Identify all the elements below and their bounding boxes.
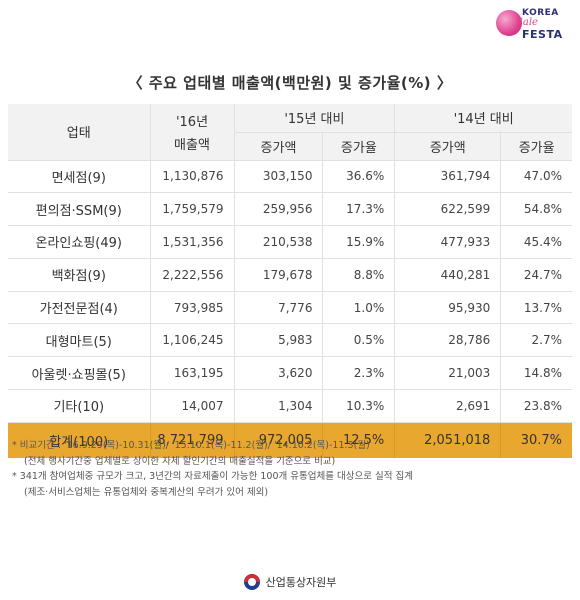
table-row: 편의점·SSM(9) 1,759,579 259,956 17.3% 622,5… — [8, 192, 572, 227]
row-rate14: 24.7% — [500, 258, 572, 292]
row-inc15: 210,538 — [234, 225, 324, 259]
row-name: 백화점(9) — [8, 258, 151, 292]
row-rate14: 2.7% — [500, 323, 572, 358]
total-inc15: 972,005 — [234, 422, 324, 459]
note-sample: * 341개 참여업체중 규모가 크고, 3년간의 자료제출이 가능한 100개… — [12, 471, 413, 482]
header-vs-2014: '14년 대비 — [394, 104, 572, 133]
logo-line1: KOREA — [522, 8, 559, 18]
row-inc15: 259,956 — [234, 192, 324, 227]
row-name: 면세점(9) — [8, 160, 151, 194]
row-rate15: 15.9% — [322, 225, 396, 259]
header-vs-2015: '15년 대비 — [234, 104, 396, 133]
government-emblem-icon — [243, 574, 260, 590]
row-inc14: 440,281 — [394, 258, 502, 292]
row-inc14: 2,691 — [394, 389, 502, 423]
note-comparison-period: * 비교기간 : '16.9.29(목)-10.31(월)/ '15.10.1(… — [12, 440, 370, 451]
row-sales16: 14,007 — [150, 389, 235, 423]
row-inc15: 5,983 — [234, 323, 324, 358]
header-sales-2016: '16년 매출액 — [150, 104, 235, 161]
row-sales16: 2,222,556 — [150, 258, 235, 292]
row-inc15: 1,304 — [234, 389, 324, 423]
table-row: 기타(10) 14,007 1,304 10.3% 2,691 23.8% — [8, 389, 572, 423]
row-inc15: 179,678 — [234, 258, 324, 292]
row-inc15: 7,776 — [234, 291, 324, 325]
total-inc14: 2,051,018 — [394, 422, 502, 459]
row-sales16: 1,106,245 — [150, 323, 235, 358]
header-inc-rate-15: 증가율 — [322, 132, 396, 161]
ministry-name: 산업통상자원부 — [265, 576, 337, 589]
row-rate14: 54.8% — [500, 192, 572, 227]
total-rate14: 30.7% — [500, 422, 572, 459]
row-inc14: 361,794 — [394, 160, 502, 194]
row-rate15: 0.5% — [322, 323, 396, 358]
header-inc-amount-15: 증가액 — [234, 132, 324, 161]
table-row: 아울렛·쇼핑몰(5) 163,195 3,620 2.3% 21,003 14.… — [8, 356, 572, 391]
row-rate15: 10.3% — [322, 389, 396, 423]
note-sample-detail: (제조·서비스업체는 유통업체와 중복계산의 우려가 있어 제외) — [24, 486, 269, 498]
row-inc14: 95,930 — [394, 291, 502, 325]
row-name: 기타(10) — [8, 389, 151, 423]
logo-line2: Sale — [516, 17, 538, 28]
row-rate15: 2.3% — [322, 356, 396, 391]
logo-circle-icon — [496, 10, 522, 36]
row-rate15: 8.8% — [322, 258, 396, 292]
table-row: 면세점(9) 1,130,876 303,150 36.6% 361,794 4… — [8, 160, 572, 194]
header-inc-rate-14: 증가율 — [500, 132, 572, 161]
row-inc14: 477,933 — [394, 225, 502, 259]
footer: 산업통상자원부 — [0, 574, 580, 590]
row-name: 아울렛·쇼핑몰(5) — [8, 356, 151, 391]
row-name: 온라인쇼핑(49) — [8, 225, 151, 259]
row-name: 가전전문점(4) — [8, 291, 151, 325]
header-y16-line1: '16년 — [175, 114, 209, 130]
table-title: 〈 주요 업태별 매출액(백만원) 및 증가율(%) 〉 — [127, 74, 453, 92]
row-rate15: 1.0% — [322, 291, 396, 325]
row-name: 편의점·SSM(9) — [8, 192, 151, 227]
row-name: 대형마트(5) — [8, 323, 151, 358]
row-rate14: 45.4% — [500, 225, 572, 259]
header-inc-amount-14: 증가액 — [394, 132, 502, 161]
row-rate14: 13.7% — [500, 291, 572, 325]
row-inc15: 303,150 — [234, 160, 324, 194]
row-inc14: 28,786 — [394, 323, 502, 358]
row-sales16: 793,985 — [150, 291, 235, 325]
total-rate15: 12.5% — [322, 422, 396, 459]
total-sales16: 8,721,799 — [150, 422, 235, 459]
table-row: 대형마트(5) 1,106,245 5,983 0.5% 28,786 2.7% — [8, 323, 572, 358]
row-sales16: 1,531,356 — [150, 225, 235, 259]
row-rate14: 14.8% — [500, 356, 572, 391]
row-inc15: 3,620 — [234, 356, 324, 391]
row-rate14: 47.0% — [500, 160, 572, 194]
logo-line3: FESTA — [522, 28, 563, 41]
total-name: 합계(100) — [8, 422, 151, 459]
row-inc14: 21,003 — [394, 356, 502, 391]
header-y16-line2: 매출액 — [174, 137, 210, 153]
header-category: 업태 — [8, 104, 151, 161]
sales-table: 업태 '16년 매출액 '15년 대비 '14년 대비 증가액 증가율 증가액 … — [8, 104, 572, 459]
row-rate15: 36.6% — [322, 160, 396, 194]
total-row: 합계(100) 8,721,799 972,005 12.5% 2,051,01… — [8, 422, 572, 459]
table-row: 백화점(9) 2,222,556 179,678 8.8% 440,281 24… — [8, 258, 572, 292]
row-rate15: 17.3% — [322, 192, 396, 227]
table-row: 가전전문점(4) 793,985 7,776 1.0% 95,930 13.7% — [8, 291, 572, 325]
note-comparison-detail: (전체 행사기간중 업체별로 상이한 자체 할인기간의 매출실적을 기준으로 비… — [24, 455, 336, 467]
korea-sale-festa-logo: KOREA Sale FESTA — [492, 6, 566, 46]
row-rate14: 23.8% — [500, 389, 572, 423]
row-sales16: 1,130,876 — [150, 160, 235, 194]
row-sales16: 163,195 — [150, 356, 235, 391]
table-row: 온라인쇼핑(49) 1,531,356 210,538 15.9% 477,93… — [8, 225, 572, 259]
footnotes: * 비교기간 : '16.9.29(목)-10.31(월)/ '15.10.1(… — [12, 438, 413, 500]
row-sales16: 1,759,579 — [150, 192, 235, 227]
row-inc14: 622,599 — [394, 192, 502, 227]
